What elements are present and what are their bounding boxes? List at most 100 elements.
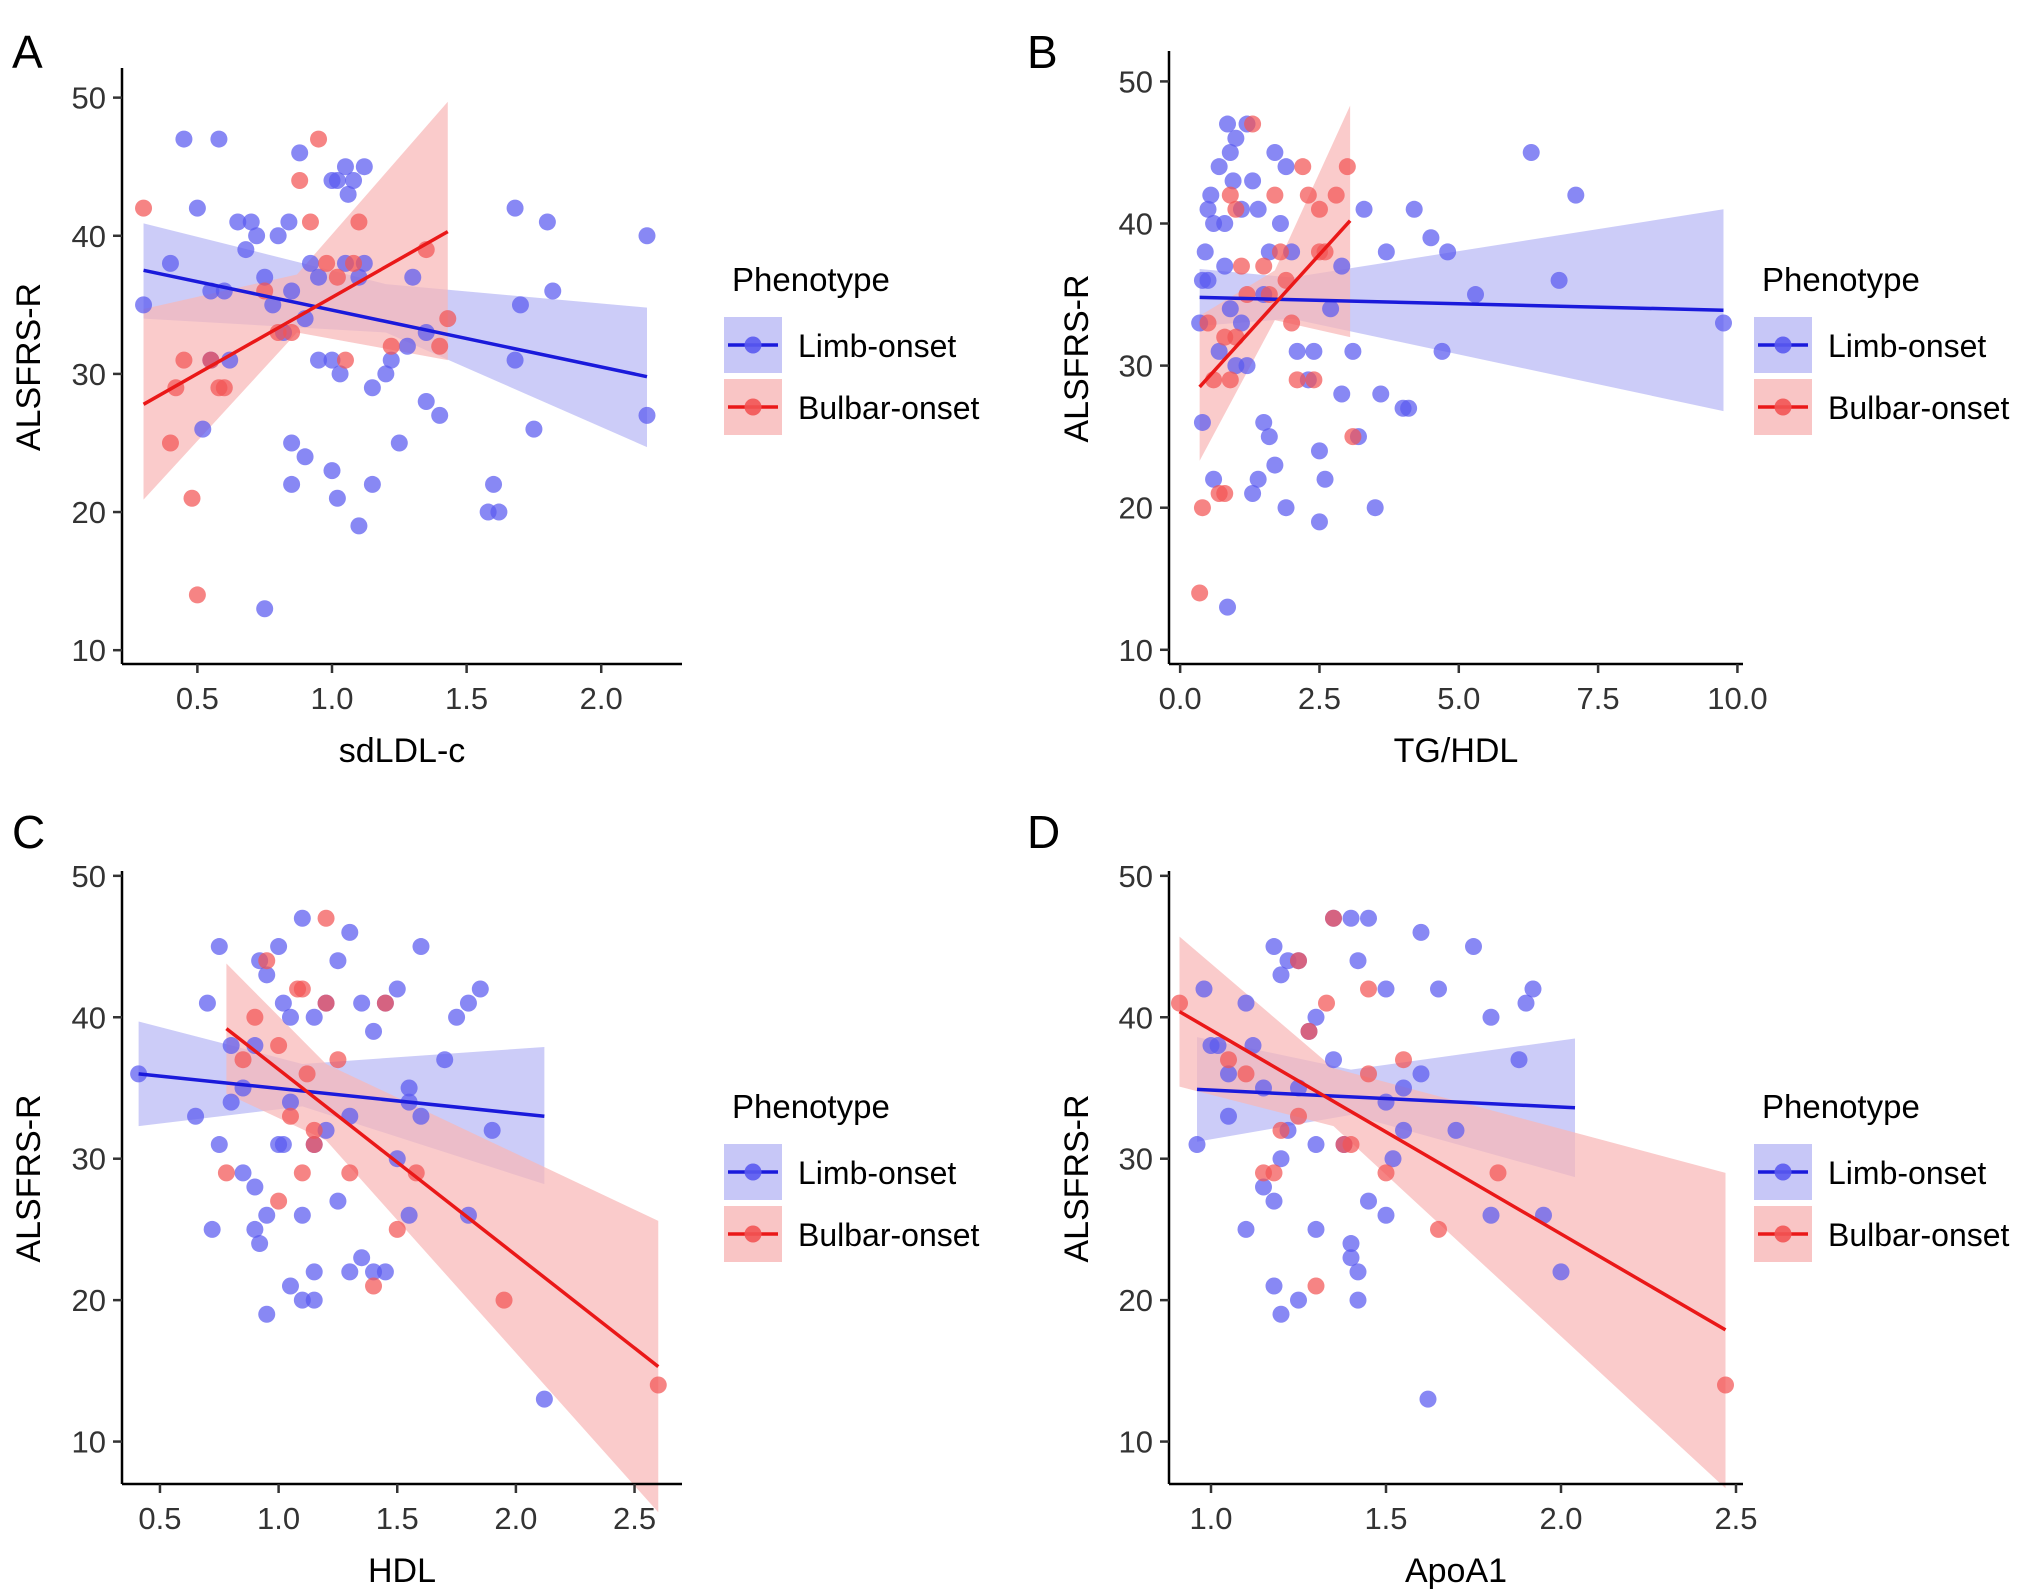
limb-legend-point xyxy=(744,336,762,354)
limb-data-point xyxy=(328,172,346,190)
bulbar-data-point xyxy=(1430,1220,1447,1238)
limb-data-point xyxy=(436,1051,454,1069)
bulbar-data-point xyxy=(1266,186,1284,204)
bulbar-data-point xyxy=(305,1121,323,1139)
limb-data-point xyxy=(234,1164,252,1182)
bulbar-data-point xyxy=(301,213,319,231)
bulbar-data-point xyxy=(281,1107,299,1125)
limb-data-point xyxy=(323,351,341,369)
limb-data-point xyxy=(161,254,179,272)
limb-data-point xyxy=(234,1079,252,1097)
bulbar-data-point xyxy=(283,323,301,341)
limb-confidence-band xyxy=(1199,209,1724,412)
y-tick-label: 50 xyxy=(72,81,106,116)
limb-data-point xyxy=(490,503,508,521)
limb-data-point xyxy=(1377,980,1395,998)
bulbar-data-point xyxy=(1265,1164,1283,1182)
bulbar-data-point xyxy=(1191,584,1209,602)
limb-data-point xyxy=(1255,1178,1272,1196)
limb-data-point xyxy=(1439,243,1457,261)
limb-data-point xyxy=(1465,938,1482,956)
bulbar-data-point xyxy=(1227,200,1245,218)
bulbar-data-point xyxy=(1377,1164,1395,1182)
limb-data-point xyxy=(1232,314,1250,332)
y-tick-label: 30 xyxy=(72,357,106,392)
limb-data-point xyxy=(459,994,477,1012)
limb-data-point xyxy=(471,980,489,998)
bulbar-data-point xyxy=(328,268,346,286)
limb-data-point xyxy=(1550,271,1568,289)
y-tick-label: 50 xyxy=(1119,64,1153,99)
x-axis-title: ApoA1 xyxy=(1405,1552,1507,1590)
bulbar-data-point xyxy=(495,1291,513,1309)
limb-data-point xyxy=(431,406,449,424)
limb-data-point xyxy=(1377,1093,1395,1111)
legend-title: Phenotype xyxy=(732,261,890,298)
limb-data-point xyxy=(1205,470,1223,488)
bulbar-data-point xyxy=(1305,371,1323,389)
bulbar-data-point xyxy=(1227,328,1245,346)
legend: Phenotype Limb-onset Bulbar-onset xyxy=(724,1088,980,1262)
limb-data-point xyxy=(1395,1079,1412,1097)
limb-data-point xyxy=(525,420,543,438)
limb-data-point xyxy=(1349,1291,1367,1309)
bulbar-data-point xyxy=(649,1376,667,1394)
limb-data-point xyxy=(1355,200,1373,218)
x-tick-label: 0.0 xyxy=(1159,681,1202,716)
bulbar-data-point xyxy=(1299,186,1317,204)
limb-data-point xyxy=(1316,470,1334,488)
bulbar-data-point xyxy=(1290,1107,1307,1125)
limb-legend-label: Limb-onset xyxy=(1828,328,1986,364)
x-axis-title: TG/HDL xyxy=(1394,732,1519,770)
bulbar-data-point xyxy=(1310,200,1328,218)
bulbar-data-point xyxy=(183,489,201,507)
bulbar-legend-point xyxy=(744,1225,762,1243)
limb-data-point xyxy=(363,475,381,493)
limb-data-point xyxy=(1219,598,1237,616)
limb-data-point xyxy=(210,130,228,148)
limb-data-point xyxy=(1224,172,1242,190)
limb-data-point xyxy=(248,227,266,245)
bulbar-data-point xyxy=(317,909,335,927)
limb-data-point xyxy=(339,185,357,203)
limb-data-point xyxy=(1307,1220,1325,1238)
limb-data-point xyxy=(538,213,556,231)
bulbar-regression-line xyxy=(225,1027,660,1368)
limb-data-point xyxy=(1349,952,1367,970)
bulbar-data-point xyxy=(298,1065,316,1083)
limb-data-point xyxy=(246,1037,264,1055)
limb-data-point xyxy=(246,1220,264,1238)
limb-data-point xyxy=(296,448,314,466)
limb-data-point xyxy=(258,1206,276,1224)
bulbar-data-point xyxy=(1271,243,1289,261)
panel-letter: D xyxy=(1027,806,1060,858)
limb-data-point xyxy=(1216,257,1234,275)
x-tick-label: 7.5 xyxy=(1577,681,1620,716)
limb-data-point xyxy=(1277,499,1295,517)
bulbar-data-point xyxy=(1220,1051,1237,1069)
bulbar-data-point xyxy=(258,952,276,970)
limb-data-point xyxy=(1221,300,1239,318)
bulbar-data-point xyxy=(270,1192,288,1210)
limb-data-point xyxy=(329,1192,347,1210)
limb-legend-label: Limb-onset xyxy=(798,328,956,364)
limb-data-point xyxy=(1467,286,1485,304)
limb-data-point xyxy=(194,420,212,438)
bulbar-data-point xyxy=(1344,428,1362,446)
x-tick-label: 2.0 xyxy=(494,1501,537,1536)
limb-data-point xyxy=(305,1263,323,1281)
bulbar-data-point xyxy=(1294,158,1312,176)
limb-data-point xyxy=(222,1093,240,1111)
y-axis-title: ALSFRS-R xyxy=(10,283,48,451)
bulbar-legend-label: Bulbar-onset xyxy=(1828,1217,2010,1253)
limb-data-point xyxy=(210,938,228,956)
limb-data-point xyxy=(1196,243,1214,261)
limb-regression-line xyxy=(1199,295,1724,312)
y-tick-label: 40 xyxy=(72,219,106,254)
bulbar-data-point xyxy=(1395,1051,1412,1069)
limb-data-point xyxy=(237,241,255,259)
limb-data-point xyxy=(1344,342,1362,360)
limb-data-point xyxy=(417,393,435,411)
bulbar-data-point xyxy=(318,254,336,272)
